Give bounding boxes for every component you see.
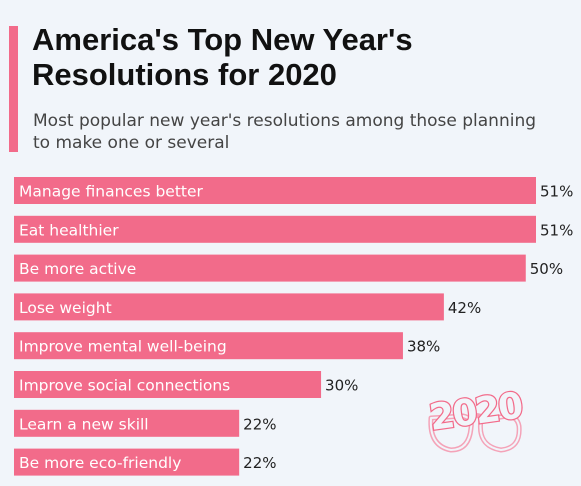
bar-category-label: Lose weight [19,299,112,317]
bar-category-label: Eat healthier [19,221,119,239]
bar-category-label: Improve mental well-being [19,338,227,356]
glasses-frame-inner [429,415,521,451]
page-subtitle: Most popular new year's resolutions amon… [33,111,537,153]
bar [14,215,536,243]
bar [14,371,322,398]
bar-value-label: 42% [448,299,481,317]
page-title: America's Top New Year's Resolutions for… [32,22,413,92]
title-accent-bar [9,26,18,152]
bar-value-label: 51% [540,183,573,201]
bar-category-label: Learn a new skill [19,415,149,433]
2020-glasses-icon: 2020 [426,384,526,453]
bar-value-label: 22% [243,415,276,433]
glasses-2020-text: 2020 [427,385,525,439]
bar-category-label: Be more eco-friendly [19,454,181,472]
bar [14,177,536,204]
bar [14,409,240,437]
bar [14,293,444,321]
bar-category-label: Manage finances better [19,183,204,201]
bar [14,254,526,282]
bar-category-label: Be more active [19,260,136,278]
bar-category-label: Improve social connections [19,377,230,395]
bar-value-label: 50% [530,260,563,278]
bar-value-label: 38% [407,338,440,356]
bar-value-label: 22% [243,454,276,472]
bar-value-label: 30% [325,377,358,395]
bar-value-label: 51% [540,221,573,239]
bar [14,332,403,360]
bar [14,448,240,476]
